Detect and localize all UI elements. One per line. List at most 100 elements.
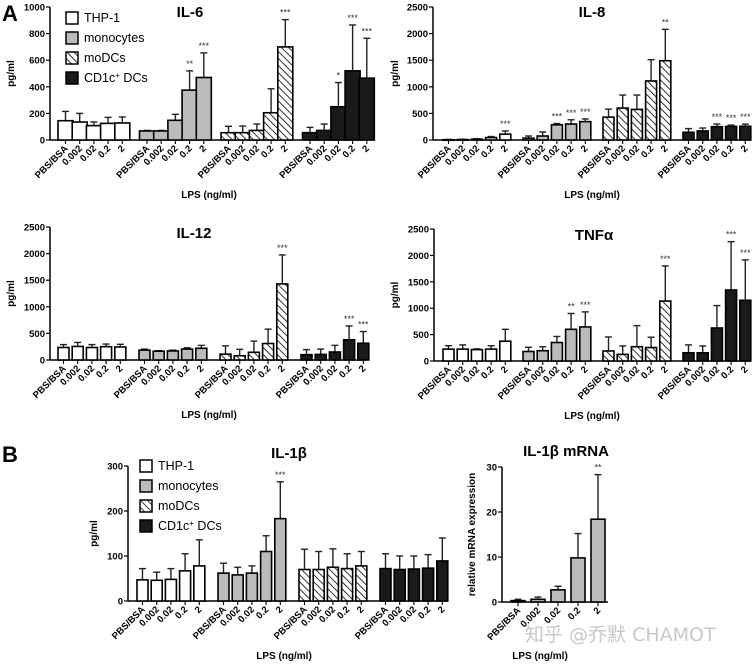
- legend-label: THP-1: [84, 11, 120, 25]
- x-tick-label: 2: [197, 143, 209, 155]
- bar: [330, 105, 347, 141]
- bar: [193, 565, 206, 602]
- legend-panel-a: THP-1 monocytes moDCs CD1c+ DCs: [65, 11, 148, 85]
- x-tick-label: 0.2: [559, 364, 576, 381]
- x-tick-label: 0.2: [416, 604, 433, 621]
- x-tick-label: 0.2: [259, 143, 276, 160]
- x-tick-label: 2: [659, 364, 671, 376]
- y-tick-label: 0: [423, 136, 428, 147]
- legend-label: CD1c+ DCs: [158, 519, 222, 534]
- bar: [138, 130, 156, 141]
- y-tick-label: 10: [486, 553, 497, 564]
- bar: [57, 346, 70, 361]
- bar: [57, 119, 74, 141]
- x-tick-label: 0.2: [719, 143, 736, 160]
- bar: [248, 129, 266, 141]
- significance-marker: ***: [726, 230, 737, 240]
- y-tick-label: 1000: [24, 302, 45, 313]
- chart-title: IL-8: [579, 4, 606, 21]
- bar: [342, 338, 356, 361]
- bar: [682, 352, 695, 362]
- bar: [167, 119, 184, 141]
- bar: [550, 124, 564, 141]
- bar: [644, 80, 658, 141]
- x-tick-label: 0.2: [639, 364, 656, 381]
- x-tick-label: 0.2: [256, 363, 273, 380]
- panel-letter-a: A: [2, 1, 18, 26]
- bar: [231, 574, 244, 602]
- bar: [550, 589, 566, 603]
- bar: [578, 326, 592, 362]
- chart-il8: IL-8 0 500 1000 1500 2000 2500 pg/ml LPS (ng/ml)…: [390, 3, 752, 201]
- y-tick-label: 2500: [407, 3, 428, 14]
- bar: [658, 59, 672, 141]
- bar: [114, 346, 127, 361]
- x-axis-label: LPS (ng/ml): [181, 410, 237, 421]
- bar: [393, 568, 407, 602]
- significance-marker: ***: [660, 254, 671, 264]
- x-tick-label: 0.2: [96, 143, 113, 160]
- bar: [564, 123, 578, 141]
- bar: [99, 345, 113, 361]
- bar: [484, 136, 498, 141]
- x-tick-label: 0.2: [479, 143, 496, 160]
- bar: [344, 70, 361, 141]
- y-tick-label: 1500: [407, 56, 428, 67]
- x-tick-label: 2: [436, 604, 448, 616]
- bar: [152, 130, 170, 141]
- bar: [150, 579, 163, 602]
- x-tick-label: 0.2: [178, 143, 195, 160]
- bar: [138, 349, 151, 361]
- significance-marker: **: [594, 463, 602, 473]
- x-tick-label: 2: [274, 604, 286, 616]
- y-tick-label: 0: [40, 356, 45, 367]
- y-tick-label: 500: [413, 330, 429, 341]
- significance-marker: ***: [275, 470, 286, 480]
- y-tick-label: 0: [492, 598, 497, 609]
- y-tick-label: 2000: [24, 249, 45, 260]
- y-tick-label: 1500: [408, 277, 429, 288]
- y-tick-label: 100: [107, 552, 123, 563]
- y-axis-label: pg/ml: [390, 281, 401, 308]
- bar: [276, 46, 294, 141]
- legend-swatch-black: [65, 71, 79, 85]
- bar: [498, 133, 512, 141]
- panel-letter-b: B: [2, 442, 18, 467]
- legend-panel-b: THP-1 monocytes moDCs CD1c+ DCs: [139, 459, 222, 534]
- bar: [630, 345, 644, 362]
- bar: [470, 138, 484, 141]
- x-tick-label: 2: [579, 143, 591, 155]
- bar: [590, 518, 606, 603]
- bar: [259, 550, 273, 602]
- legend-swatch-black: [139, 519, 153, 533]
- bar: [99, 122, 117, 141]
- x-tick-label: 2: [739, 364, 751, 376]
- legend-swatch-gray: [139, 479, 153, 493]
- watermark: 知乎 @乔默 CHAMOT: [525, 624, 716, 646]
- significance-marker: ***: [500, 119, 511, 129]
- bar: [498, 340, 512, 362]
- legend-swatch-white: [65, 11, 79, 25]
- x-tick-label: 0.2: [719, 364, 736, 381]
- bar: [602, 350, 615, 362]
- bar: [522, 137, 535, 141]
- bar: [314, 353, 328, 361]
- y-tick-label: 20: [486, 508, 497, 519]
- y-tick-label: 800: [29, 29, 45, 40]
- significance-marker: ***: [199, 41, 210, 51]
- bar: [245, 572, 259, 602]
- x-tick-label: 2: [193, 604, 205, 616]
- bar: [510, 599, 526, 603]
- x-tick-label: 2: [499, 364, 511, 376]
- y-tick-label: 400: [29, 82, 45, 93]
- bar: [644, 346, 658, 362]
- y-tick-label: 200: [29, 109, 45, 120]
- x-tick-label: 0.2: [566, 605, 583, 622]
- x-tick-label: 0.2: [559, 143, 576, 160]
